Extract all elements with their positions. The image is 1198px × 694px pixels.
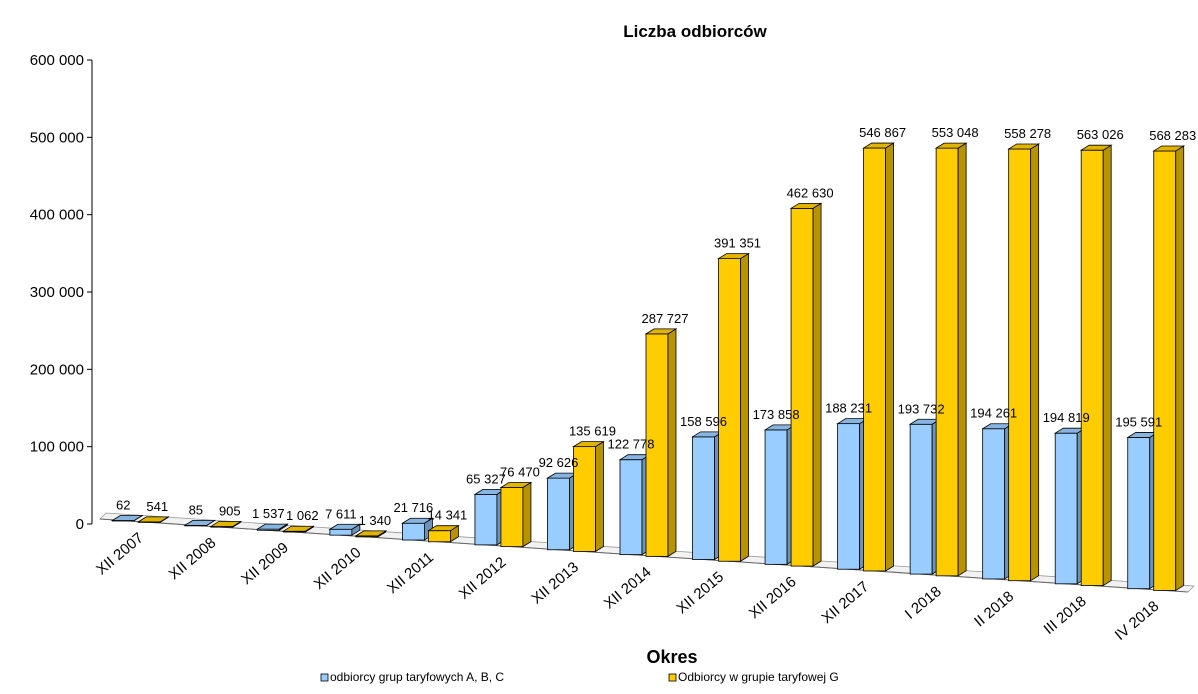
bar-series-2-9 xyxy=(789,202,823,567)
data-label-series-1: 194 819 xyxy=(1043,410,1090,425)
x-tick-label: XII 2011 xyxy=(384,549,437,597)
bar-series-1-13 xyxy=(1053,427,1087,585)
data-label-series-2: 568 283 xyxy=(1149,128,1196,143)
bar-series-1-4 xyxy=(401,517,434,541)
y-tick-label: 0 xyxy=(76,516,84,533)
bar-series-2-5 xyxy=(499,481,533,548)
x-tick-label: I 2018 xyxy=(902,583,945,623)
bar-series-1-8 xyxy=(691,431,724,561)
y-tick-label: 500 000 xyxy=(30,129,84,146)
data-label-series-2: 905 xyxy=(219,503,241,518)
data-label-series-2: 558 278 xyxy=(1004,126,1051,141)
bar-series-1-7 xyxy=(618,453,652,556)
data-label-series-2: 135 619 xyxy=(569,424,616,439)
bar-series-1-3 xyxy=(328,523,362,536)
y-tick-label: 300 000 xyxy=(30,284,84,301)
x-tick-label: XII 2009 xyxy=(238,539,292,588)
data-label-series-2: 76 470 xyxy=(500,465,540,480)
y-tick-label: 200 000 xyxy=(30,361,84,378)
bar-series-2-7 xyxy=(644,328,678,558)
data-label-series-1: 193 732 xyxy=(898,401,945,416)
x-tick-label: III 2018 xyxy=(1041,593,1090,638)
data-label-series-2: 462 630 xyxy=(787,185,834,200)
bar-series-1-1 xyxy=(183,519,217,527)
data-label-series-1: 92 626 xyxy=(539,455,579,470)
data-label-series-1: 158 596 xyxy=(680,414,727,429)
bar-series-1-14 xyxy=(1126,431,1160,590)
data-label-series-2: 541 xyxy=(146,499,168,514)
bar-series-2-12 xyxy=(1007,143,1041,582)
x-axis-line xyxy=(99,518,1189,593)
data-label-series-2: 14 341 xyxy=(428,508,468,523)
bar-series-2-13 xyxy=(1079,144,1113,587)
legend-swatch-series-1 xyxy=(320,673,329,682)
bar-series-2-10 xyxy=(862,142,895,572)
bar-series-2-4 xyxy=(427,524,460,543)
x-tick-label: XII 2015 xyxy=(673,568,727,617)
legend: odbiorcy grup taryfowych A, B, C Odbiorc… xyxy=(320,670,839,684)
bar-series-1-2 xyxy=(255,523,289,532)
data-label-series-2: 1 062 xyxy=(286,508,319,523)
y-tick-label: 600 000 xyxy=(30,52,84,69)
legend-swatch-series-2 xyxy=(668,673,677,682)
y-tick-label: 400 000 xyxy=(30,207,84,224)
data-label-series-2: 287 727 xyxy=(642,311,689,326)
x-tick-label: XII 2014 xyxy=(601,564,655,613)
data-label-series-2: 391 351 xyxy=(714,236,761,251)
data-label-series-1: 21 716 xyxy=(394,500,434,515)
bar-series-1-5 xyxy=(473,488,507,546)
x-tick-label: XII 2017 xyxy=(818,578,872,627)
bar-series-1-12 xyxy=(981,423,1015,580)
chart-title: Liczba odbiorców xyxy=(623,22,767,41)
data-label-series-2: 1 340 xyxy=(359,513,392,528)
data-label-series-1: 65 327 xyxy=(466,471,506,486)
data-label-series-2: 553 048 xyxy=(932,125,979,140)
bar-series-2-1 xyxy=(209,520,243,528)
data-label-series-1: 85 xyxy=(189,502,203,517)
data-label-series-1: 62 xyxy=(116,498,130,513)
bar-series-1-11 xyxy=(908,418,942,575)
bar-series-2-6 xyxy=(572,440,605,553)
bar-series-1-6 xyxy=(546,472,579,551)
x-tick-label: XII 2013 xyxy=(528,559,582,608)
x-tick-label: XII 2016 xyxy=(746,573,800,622)
x-axis-title: Okres xyxy=(646,647,697,667)
bar-series-1-10 xyxy=(836,417,869,570)
x-tick-label: XII 2012 xyxy=(456,554,510,603)
bar-series-2-11 xyxy=(934,142,968,577)
bar-series-2-0 xyxy=(136,516,170,524)
data-label-series-1: 195 591 xyxy=(1115,414,1162,429)
bar-series-2-8 xyxy=(717,252,750,562)
bar-series-2-3 xyxy=(354,530,388,538)
x-tick-label: XII 2010 xyxy=(311,544,365,593)
legend-label-series-2: Odbiorcy w grupie taryfowej G xyxy=(678,670,839,684)
bar-series-2-2 xyxy=(281,525,315,533)
legend-label-series-1: odbiorcy grup taryfowych A, B, C xyxy=(330,670,504,684)
x-tick-label: XII 2007 xyxy=(93,529,147,578)
bars xyxy=(110,142,1186,592)
data-label-series-2: 546 867 xyxy=(859,125,906,140)
x-tick-label: II 2018 xyxy=(971,588,1017,631)
y-tick-label: 100 000 xyxy=(30,439,84,456)
bar-series-1-0 xyxy=(110,514,144,522)
data-label-series-1: 1 537 xyxy=(252,506,285,521)
data-label-series-1: 7 611 xyxy=(325,506,357,521)
data-label-series-1: 194 261 xyxy=(970,406,1017,421)
data-label-series-1: 188 231 xyxy=(825,401,872,416)
x-tick-label: IV 2018 xyxy=(1112,598,1163,644)
x-tick-label: XII 2008 xyxy=(166,534,220,583)
data-label-series-1: 122 778 xyxy=(608,437,655,452)
data-label-series-2: 563 026 xyxy=(1077,127,1124,142)
bar-series-1-9 xyxy=(763,424,797,566)
bar-series-2-14 xyxy=(1152,145,1186,592)
data-label-series-1: 173 858 xyxy=(753,407,800,422)
